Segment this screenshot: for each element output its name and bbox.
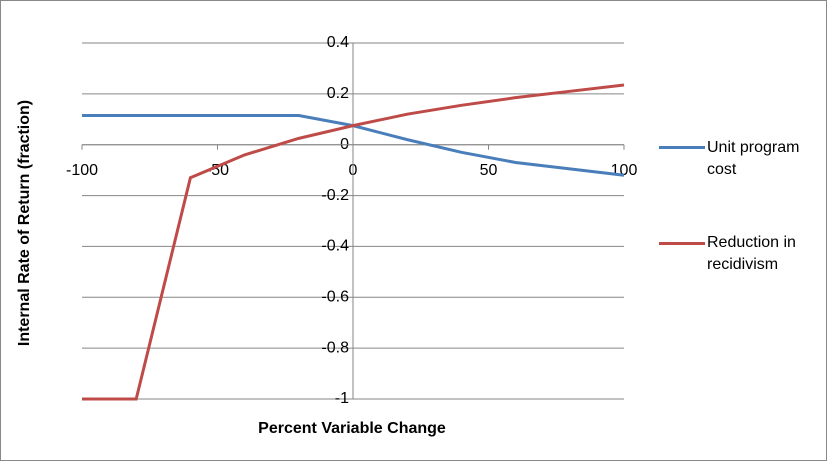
- y-tick-label: 0.2: [327, 85, 349, 102]
- y-tick-label: -0.8: [321, 339, 349, 356]
- legend-label: Unit program cost: [707, 139, 800, 178]
- x-tick-label: 50: [480, 162, 498, 179]
- x-tick-label: -50: [206, 162, 229, 179]
- legend-swatch: [659, 146, 705, 149]
- legend-swatch: [659, 242, 705, 245]
- series-line: [82, 83, 625, 401]
- y-tick-label: -0.6: [321, 289, 349, 306]
- y-tick-label: -0.2: [321, 187, 349, 204]
- y-tick-label: -0.4: [321, 238, 349, 255]
- legend-label: Reduction in recidivism: [707, 234, 796, 273]
- x-tick-label: -100: [66, 162, 98, 179]
- x-tick-label: 100: [611, 162, 638, 179]
- y-axis-title: Internal Rate of Return (fraction): [16, 100, 33, 346]
- x-axis-title: Percent Variable Change: [258, 420, 446, 437]
- y-tick-label: 0.4: [327, 34, 349, 51]
- y-tick-label: -1: [335, 390, 349, 407]
